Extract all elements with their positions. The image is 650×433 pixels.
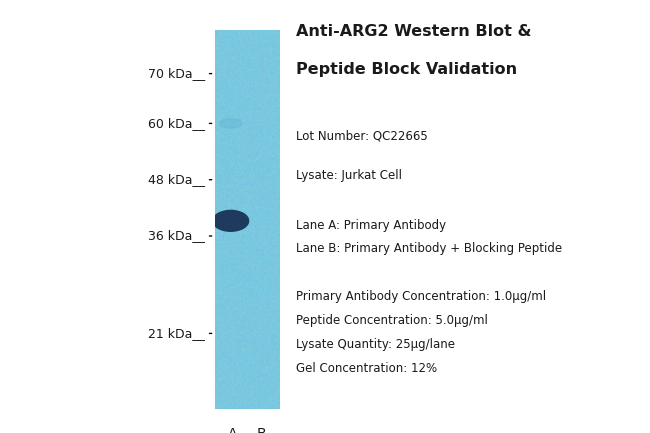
Text: 48 kDa__: 48 kDa__: [148, 173, 205, 186]
Text: B: B: [257, 427, 266, 433]
Text: Gel Concentration: 12%: Gel Concentration: 12%: [296, 362, 437, 375]
Text: Lysate: Jurkat Cell: Lysate: Jurkat Cell: [296, 169, 402, 182]
Text: Primary Antibody Concentration: 1.0µg/ml: Primary Antibody Concentration: 1.0µg/ml: [296, 290, 546, 303]
Text: 21 kDa__: 21 kDa__: [148, 327, 205, 340]
Ellipse shape: [213, 210, 248, 231]
Text: Peptide Concentration: 5.0µg/ml: Peptide Concentration: 5.0µg/ml: [296, 314, 488, 327]
Text: 36 kDa__: 36 kDa__: [148, 229, 205, 242]
Text: Lot Number: QC22665: Lot Number: QC22665: [296, 130, 428, 143]
Text: 70 kDa__: 70 kDa__: [148, 67, 205, 80]
Text: Anti-ARG2 Western Blot &: Anti-ARG2 Western Blot &: [296, 24, 531, 39]
Text: 60 kDa__: 60 kDa__: [148, 117, 205, 130]
Text: Lane A: Primary Antibody: Lane A: Primary Antibody: [296, 219, 446, 232]
Ellipse shape: [219, 119, 242, 128]
Text: Lysate Quantity: 25µg/lane: Lysate Quantity: 25µg/lane: [296, 338, 455, 351]
Text: Lane B: Primary Antibody + Blocking Peptide: Lane B: Primary Antibody + Blocking Pept…: [296, 242, 562, 255]
Text: Peptide Block Validation: Peptide Block Validation: [296, 62, 517, 77]
Text: A: A: [228, 427, 237, 433]
